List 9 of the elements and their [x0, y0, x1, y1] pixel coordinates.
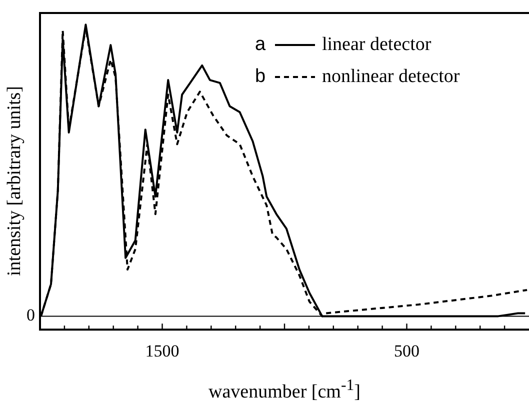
annotation: a	[255, 34, 266, 56]
ref-line-label: 0	[26, 306, 35, 325]
x-axis-title: wavenumber [cm$^{-1}$]	[208, 377, 362, 402]
y-axis-title: intensity [arbitrary units]	[4, 85, 26, 278]
x-tick-label: 500	[394, 341, 420, 360]
legend-label: linear detector	[322, 34, 432, 55]
legend-label: nonlinear detector	[322, 66, 460, 87]
x-tick-label: 1500	[145, 341, 180, 360]
annotation: b	[255, 66, 266, 88]
